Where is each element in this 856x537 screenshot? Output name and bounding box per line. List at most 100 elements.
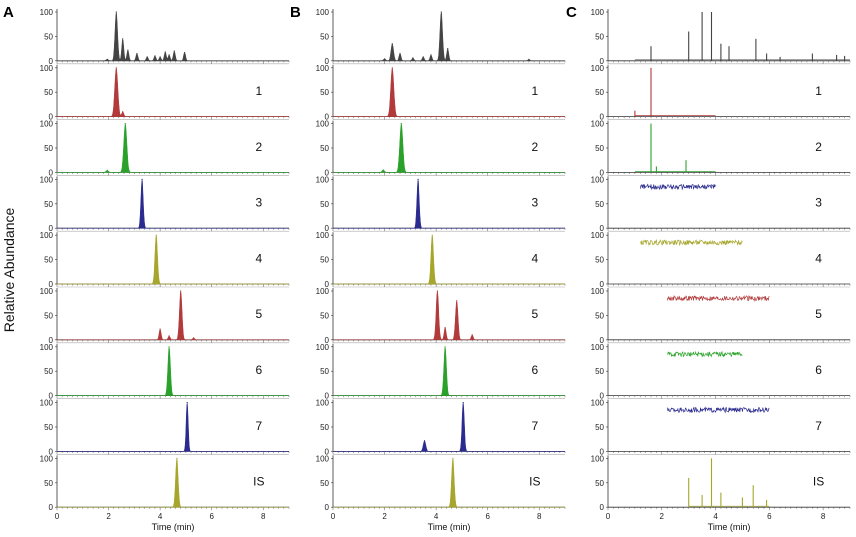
y-tick-label: 50 — [595, 423, 604, 432]
y-tick-label: 0 — [600, 113, 605, 122]
y-tick-label: 50 — [44, 200, 53, 209]
x-tick-label: 2 — [660, 512, 665, 521]
y-tick-label: 50 — [595, 32, 604, 41]
y-tick-label: 50 — [44, 311, 53, 320]
analyte-label: 3 — [255, 196, 262, 210]
y-tick-label: 50 — [320, 144, 329, 153]
peak-apex — [528, 58, 530, 60]
peak-apex — [391, 67, 393, 69]
analyte-label: 1 — [531, 84, 538, 98]
y-tick-label: 0 — [325, 447, 330, 456]
peak-area — [57, 234, 289, 285]
peak-area — [333, 290, 565, 341]
analyte-label: 5 — [255, 307, 262, 321]
analyte-label: 6 — [531, 363, 538, 377]
trace-row-b-8: 0 50 100 7 — [316, 399, 566, 456]
trace-row-a-2: 0 50 100 1 — [40, 64, 290, 122]
y-tick-label: 50 — [595, 367, 604, 376]
trace-row-a-7: 0 50 100 6 — [40, 343, 290, 401]
peak-apex — [456, 300, 458, 302]
peak-apex — [382, 169, 384, 171]
noise-trace — [666, 406, 770, 414]
noise-trace — [639, 183, 716, 191]
trace-row-c-8: 0 50 100 7 — [591, 399, 851, 456]
trace-row-c-4: 0 50 100 3 — [591, 175, 851, 233]
peak-apex — [176, 457, 178, 459]
peak-apex — [159, 56, 161, 58]
trace-row-b-4: 0 50 100 3 — [316, 175, 566, 233]
peak-apex — [384, 58, 386, 60]
y-tick-label: 100 — [316, 399, 330, 408]
x-tick-label: 0 — [331, 512, 336, 521]
peak-apex — [471, 334, 473, 336]
panel-c: 0501000501001050100205010030501004050100… — [591, 8, 851, 532]
trace-row-b-7: 0 50 100 6 — [316, 343, 566, 401]
y-tick-label: 100 — [316, 231, 330, 240]
y-tick-label: 100 — [40, 454, 54, 463]
analyte-label: 7 — [531, 419, 538, 433]
trace-row-b-2: 0 50 100 1 — [316, 64, 566, 122]
y-tick-label: 100 — [316, 120, 330, 129]
analyte-label: IS — [529, 475, 540, 489]
y-tick-label: 50 — [595, 311, 604, 320]
y-tick-label: 50 — [320, 32, 329, 41]
y-tick-label: 50 — [320, 200, 329, 209]
peak-apex — [154, 55, 156, 57]
y-tick-label: 0 — [49, 57, 54, 66]
peak-apex — [391, 43, 393, 45]
y-tick-label: 100 — [591, 175, 605, 184]
peak-apex — [444, 327, 446, 329]
peak-apex — [431, 234, 433, 236]
peak-apex — [412, 57, 414, 59]
trace-row-a-3: 0 50 100 2 — [40, 120, 290, 177]
y-tick-label: 100 — [591, 343, 605, 352]
trace-row-c-5: 0 50 100 4 — [591, 231, 851, 289]
peak-apex — [106, 169, 108, 171]
y-tick-label: 0 — [49, 168, 54, 177]
y-tick-label: 0 — [325, 336, 330, 345]
peak-area — [333, 179, 565, 229]
y-tick-label: 100 — [40, 343, 54, 352]
y-tick-label: 100 — [316, 64, 330, 73]
analyte-label: 2 — [255, 140, 262, 154]
y-tick-label: 0 — [49, 392, 54, 401]
peak-area — [333, 67, 565, 117]
peak-apex — [400, 123, 402, 125]
y-tick-label: 100 — [316, 343, 330, 352]
peak-apex — [444, 346, 446, 348]
analyte-label: 6 — [815, 363, 822, 377]
y-tick-label: 50 — [320, 311, 329, 320]
y-tick-label: 50 — [320, 256, 329, 265]
peak-apex — [447, 48, 449, 50]
peak-apex — [115, 67, 117, 69]
x-tick-label: 8 — [261, 512, 266, 521]
y-tick-label: 0 — [325, 503, 330, 512]
peak-apex — [168, 346, 170, 348]
y-tick-label: 100 — [40, 231, 54, 240]
trace-row-c-2: 0 50 100 1 — [591, 64, 851, 122]
panel-letter-c: C — [566, 4, 577, 21]
peak-apex — [452, 457, 454, 459]
y-tick-label: 0 — [600, 57, 605, 66]
y-tick-label: 100 — [591, 231, 605, 240]
analyte-label: 6 — [255, 363, 262, 377]
peak-apex — [417, 178, 419, 180]
analyte-label: 3 — [531, 196, 538, 210]
panel-letter-a: A — [3, 4, 14, 21]
peak-apex — [146, 56, 148, 58]
peak-apex — [440, 11, 442, 13]
analyte-label: 2 — [531, 140, 538, 154]
y-tick-label: 50 — [320, 367, 329, 376]
noise-trace — [666, 294, 770, 302]
peak-area — [333, 234, 565, 285]
trace-row-b-3: 0 50 100 2 — [316, 120, 566, 177]
noise-trace — [667, 350, 743, 358]
analyte-label: 4 — [815, 251, 822, 265]
y-tick-label: 100 — [40, 399, 54, 408]
peak-area — [333, 346, 565, 396]
y-axis-label: Relative Abundance — [1, 208, 17, 333]
peak-apex — [168, 54, 170, 56]
peak-apex — [127, 49, 129, 51]
y-tick-label: 100 — [591, 120, 605, 129]
y-tick-label: 100 — [591, 399, 605, 408]
